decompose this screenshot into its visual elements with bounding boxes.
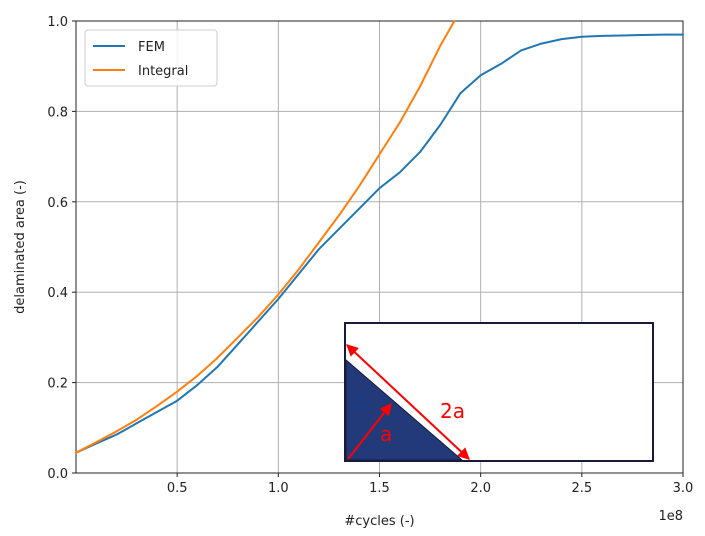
series-group [75, 20, 684, 454]
x-tick-label: 3.0 [673, 481, 694, 496]
y-tick-label: 0.6 [47, 196, 68, 211]
y-ticks: 0.0 0.2 0.4 0.6 0.8 1.0 [47, 15, 76, 482]
diagonal-label: 2a [440, 399, 465, 423]
legend: FEM Integral [84, 29, 218, 87]
legend-box [84, 29, 218, 87]
y-tick-label: 0.4 [47, 286, 68, 301]
x-axis-multiplier: 1e8 [658, 509, 683, 524]
diagonal-arrow [346, 344, 470, 460]
legend-label-integral: Integral [138, 64, 188, 79]
x-ticks: 0.5 1.0 1.5 2.0 2.5 3.0 [167, 473, 694, 496]
x-tick-label: 1.0 [268, 481, 289, 496]
y-tick-label: 0.2 [47, 377, 68, 392]
y-axis-label: delaminated area (-) [13, 180, 28, 314]
x-tick-label: 1.5 [369, 481, 390, 496]
series-line-fem [75, 33, 684, 454]
x-axis-label: #cycles (-) [344, 514, 414, 529]
legend-label-fem: FEM [138, 40, 165, 55]
x-tick-label: 0.5 [167, 481, 188, 496]
y-tick-label: 0.0 [47, 467, 68, 482]
area-label: A [353, 391, 367, 415]
x-tick-label: 2.0 [470, 481, 491, 496]
inset-diagram: A a 2a [344, 322, 654, 462]
series-line-integral [75, 20, 456, 454]
side-arrow [347, 403, 392, 460]
x-tick-label: 2.5 [571, 481, 592, 496]
y-tick-label: 0.8 [47, 105, 68, 120]
y-tick-label: 1.0 [47, 15, 68, 30]
side-label: a [380, 422, 392, 446]
